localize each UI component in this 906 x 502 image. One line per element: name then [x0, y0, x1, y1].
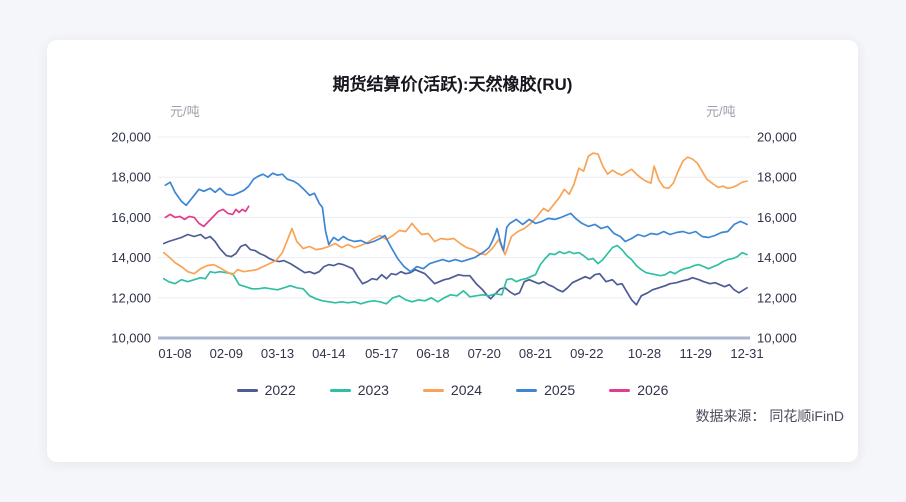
y-axis-unit-right: 元/吨 [706, 104, 736, 119]
x-tick-label: 11-29 [680, 346, 712, 361]
x-tick-label: 02-09 [210, 346, 243, 361]
legend-swatch-2025 [516, 388, 538, 392]
x-tick-label: 01-08 [158, 346, 191, 361]
series-line-2023 [162, 244, 748, 305]
x-tick-label: 10-28 [628, 346, 661, 361]
legend-swatch-2023 [329, 388, 351, 392]
y-axis-unit-left: 元/吨 [170, 104, 200, 119]
x-tick-label: 04-14 [312, 346, 345, 361]
data-source-label: 数据来源： 同花顺iFinD [695, 408, 844, 424]
legend-swatch-2022 [236, 388, 258, 392]
legend-item-2024[interactable]: 2024 [422, 382, 483, 398]
legend-swatch-2024 [422, 388, 444, 392]
legend-label-2025: 2025 [544, 382, 576, 398]
x-tick-label: 07-20 [468, 346, 501, 361]
series-line-2026 [164, 205, 250, 228]
y-tick-label-left: 20,000 [111, 130, 151, 145]
y-tick-label-right: 18,000 [757, 170, 797, 185]
legend-label-2023: 2023 [357, 382, 389, 398]
y-tick-label-left: 16,000 [111, 210, 151, 225]
x-tick-label: 12-31 [730, 346, 763, 361]
x-tick-label: 05-17 [365, 346, 398, 361]
y-tick-label-right: 10,000 [757, 331, 797, 346]
legend-item-2025[interactable]: 2025 [516, 382, 575, 398]
y-tick-label-left: 10,000 [111, 331, 151, 346]
legend-label-2024: 2024 [450, 382, 483, 398]
y-tick-label-right: 16,000 [757, 210, 797, 225]
y-tick-label-left: 18,000 [111, 170, 151, 185]
legend-item-2022[interactable]: 2022 [236, 382, 296, 398]
price-chart-svg: 10,000 10,000 12,000 12,000 14,000 14,000 16,0… [111, 130, 797, 362]
y-tick-label-right: 12,000 [757, 290, 797, 305]
legend-item-2023[interactable]: 2023 [329, 382, 389, 398]
x-tick-label: 06-18 [416, 346, 449, 361]
y-tick-label-left: 14,000 [111, 250, 151, 265]
series-line-2024 [162, 152, 748, 276]
y-tick-label-left: 12,000 [111, 290, 151, 305]
chart-title: 期货结算价(活跃):天然橡胶(RU) [332, 75, 573, 94]
series-line-2022 [162, 233, 748, 306]
y-tick-label-right: 20,000 [757, 130, 797, 145]
chart-card: 期货结算价(活跃):天然橡胶(RU) 元/吨 元/吨 10,000 10,000 1… [47, 40, 858, 462]
x-tick-label: 08-21 [519, 346, 552, 361]
legend-label-2022: 2022 [264, 382, 296, 398]
legend-label-2026: 2026 [637, 382, 669, 398]
legend-swatch-2026 [609, 388, 631, 392]
chart-legend: 2022 2023 2024 2025 2026 [47, 382, 858, 398]
y-tick-label-right: 14,000 [757, 250, 797, 265]
x-tick-label: 09-22 [570, 346, 603, 361]
legend-item-2026[interactable]: 2026 [609, 382, 668, 398]
x-tick-label: 03-13 [261, 346, 294, 361]
series-line-2025 [164, 172, 748, 273]
